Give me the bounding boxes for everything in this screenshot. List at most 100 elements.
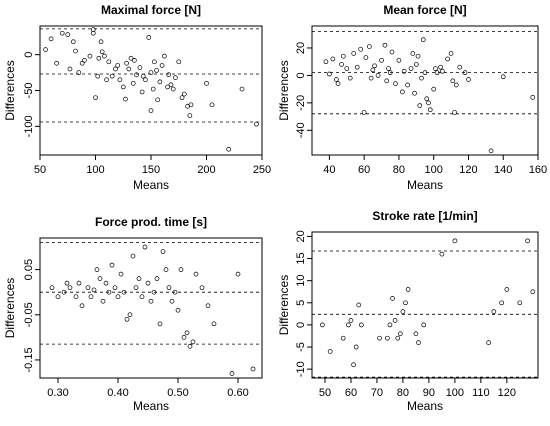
data-point	[73, 48, 78, 54]
data-point	[530, 289, 536, 295]
data-point	[488, 148, 494, 154]
y-tick-label: -100	[23, 115, 35, 137]
data-point	[422, 70, 428, 76]
data-point	[190, 339, 196, 345]
data-point	[73, 294, 79, 300]
data-point	[397, 331, 403, 337]
data-point	[43, 47, 48, 53]
data-point	[344, 66, 350, 71]
data-point	[90, 30, 96, 36]
data-point	[139, 294, 145, 300]
data-point	[137, 65, 143, 70]
data-point	[127, 312, 133, 318]
data-point	[387, 70, 393, 76]
data-point	[466, 77, 471, 82]
x-axis-label: Means	[133, 178, 169, 192]
x-tick-label: 40	[323, 164, 335, 176]
data-point	[106, 59, 112, 65]
data-point	[126, 66, 132, 72]
data-point	[239, 86, 245, 92]
data-point	[445, 56, 450, 62]
data-point	[65, 32, 71, 37]
data-point	[351, 51, 357, 56]
data-point	[354, 64, 360, 70]
data-point	[124, 60, 129, 66]
data-point	[157, 79, 163, 85]
data-point	[109, 262, 115, 268]
data-point	[115, 294, 121, 300]
data-point	[181, 335, 187, 340]
data-point	[403, 300, 408, 306]
data-point	[323, 59, 329, 65]
y-tick-label: 0.05	[23, 259, 35, 280]
data-point	[96, 55, 102, 61]
data-point	[386, 66, 391, 71]
data-point	[104, 77, 109, 83]
data-point	[462, 70, 468, 76]
x-tick-label: 100	[446, 387, 464, 399]
plot-frame	[39, 237, 263, 379]
y-tick-label: 10	[295, 275, 307, 287]
data-point	[132, 58, 137, 63]
y-tick-label: -10	[295, 361, 307, 377]
data-point	[151, 59, 157, 65]
x-tick-label: 110	[472, 387, 490, 399]
y-tick-label: -40	[295, 122, 307, 138]
data-point	[136, 276, 142, 281]
x-tick-label: 0.50	[167, 387, 188, 399]
data-point	[408, 66, 414, 71]
x-tick-label: 120	[498, 387, 516, 399]
data-point	[157, 321, 163, 327]
data-point	[123, 96, 128, 102]
y-tick-label: -50	[23, 83, 35, 99]
data-point	[438, 64, 443, 70]
data-point	[372, 63, 377, 69]
data-point	[128, 55, 134, 61]
x-tick-label: 250	[253, 164, 271, 176]
data-point	[199, 285, 205, 291]
data-point	[76, 70, 82, 75]
data-point	[61, 289, 67, 295]
data-point	[76, 280, 82, 286]
x-axis-label: Means	[407, 399, 443, 413]
data-point	[410, 51, 416, 56]
data-point	[353, 344, 359, 350]
data-point	[172, 289, 178, 295]
x-tick-label: 160	[529, 164, 547, 176]
data-point	[226, 146, 232, 152]
data-point	[161, 53, 167, 59]
data-point	[351, 362, 356, 368]
data-point	[427, 107, 433, 113]
y-axis-label: Differences	[3, 60, 17, 120]
data-point	[166, 285, 172, 291]
data-point	[450, 78, 456, 84]
data-point	[168, 82, 174, 88]
data-point	[121, 289, 127, 295]
data-point	[382, 42, 388, 48]
data-point	[347, 75, 353, 81]
x-tick-label: 80	[397, 387, 409, 399]
data-point	[339, 62, 344, 67]
y-axis-label: Differences	[3, 278, 17, 338]
data-point	[181, 91, 187, 97]
data-point	[148, 70, 154, 75]
data-point	[499, 300, 504, 306]
data-point	[448, 51, 454, 56]
plot-title: Mean force [N]	[383, 3, 466, 17]
data-point	[491, 309, 497, 314]
data-point	[358, 46, 364, 52]
data-point	[54, 60, 60, 66]
data-point	[188, 102, 194, 108]
data-point	[88, 294, 94, 300]
data-point	[400, 89, 405, 95]
data-point	[98, 39, 104, 45]
x-tick-label: 150	[142, 164, 160, 176]
data-point	[416, 340, 421, 345]
data-point	[412, 90, 417, 96]
y-tick-label: 0	[295, 322, 307, 328]
data-point	[405, 287, 411, 292]
data-point	[250, 366, 256, 372]
data-point	[55, 294, 61, 300]
data-point	[204, 80, 209, 86]
